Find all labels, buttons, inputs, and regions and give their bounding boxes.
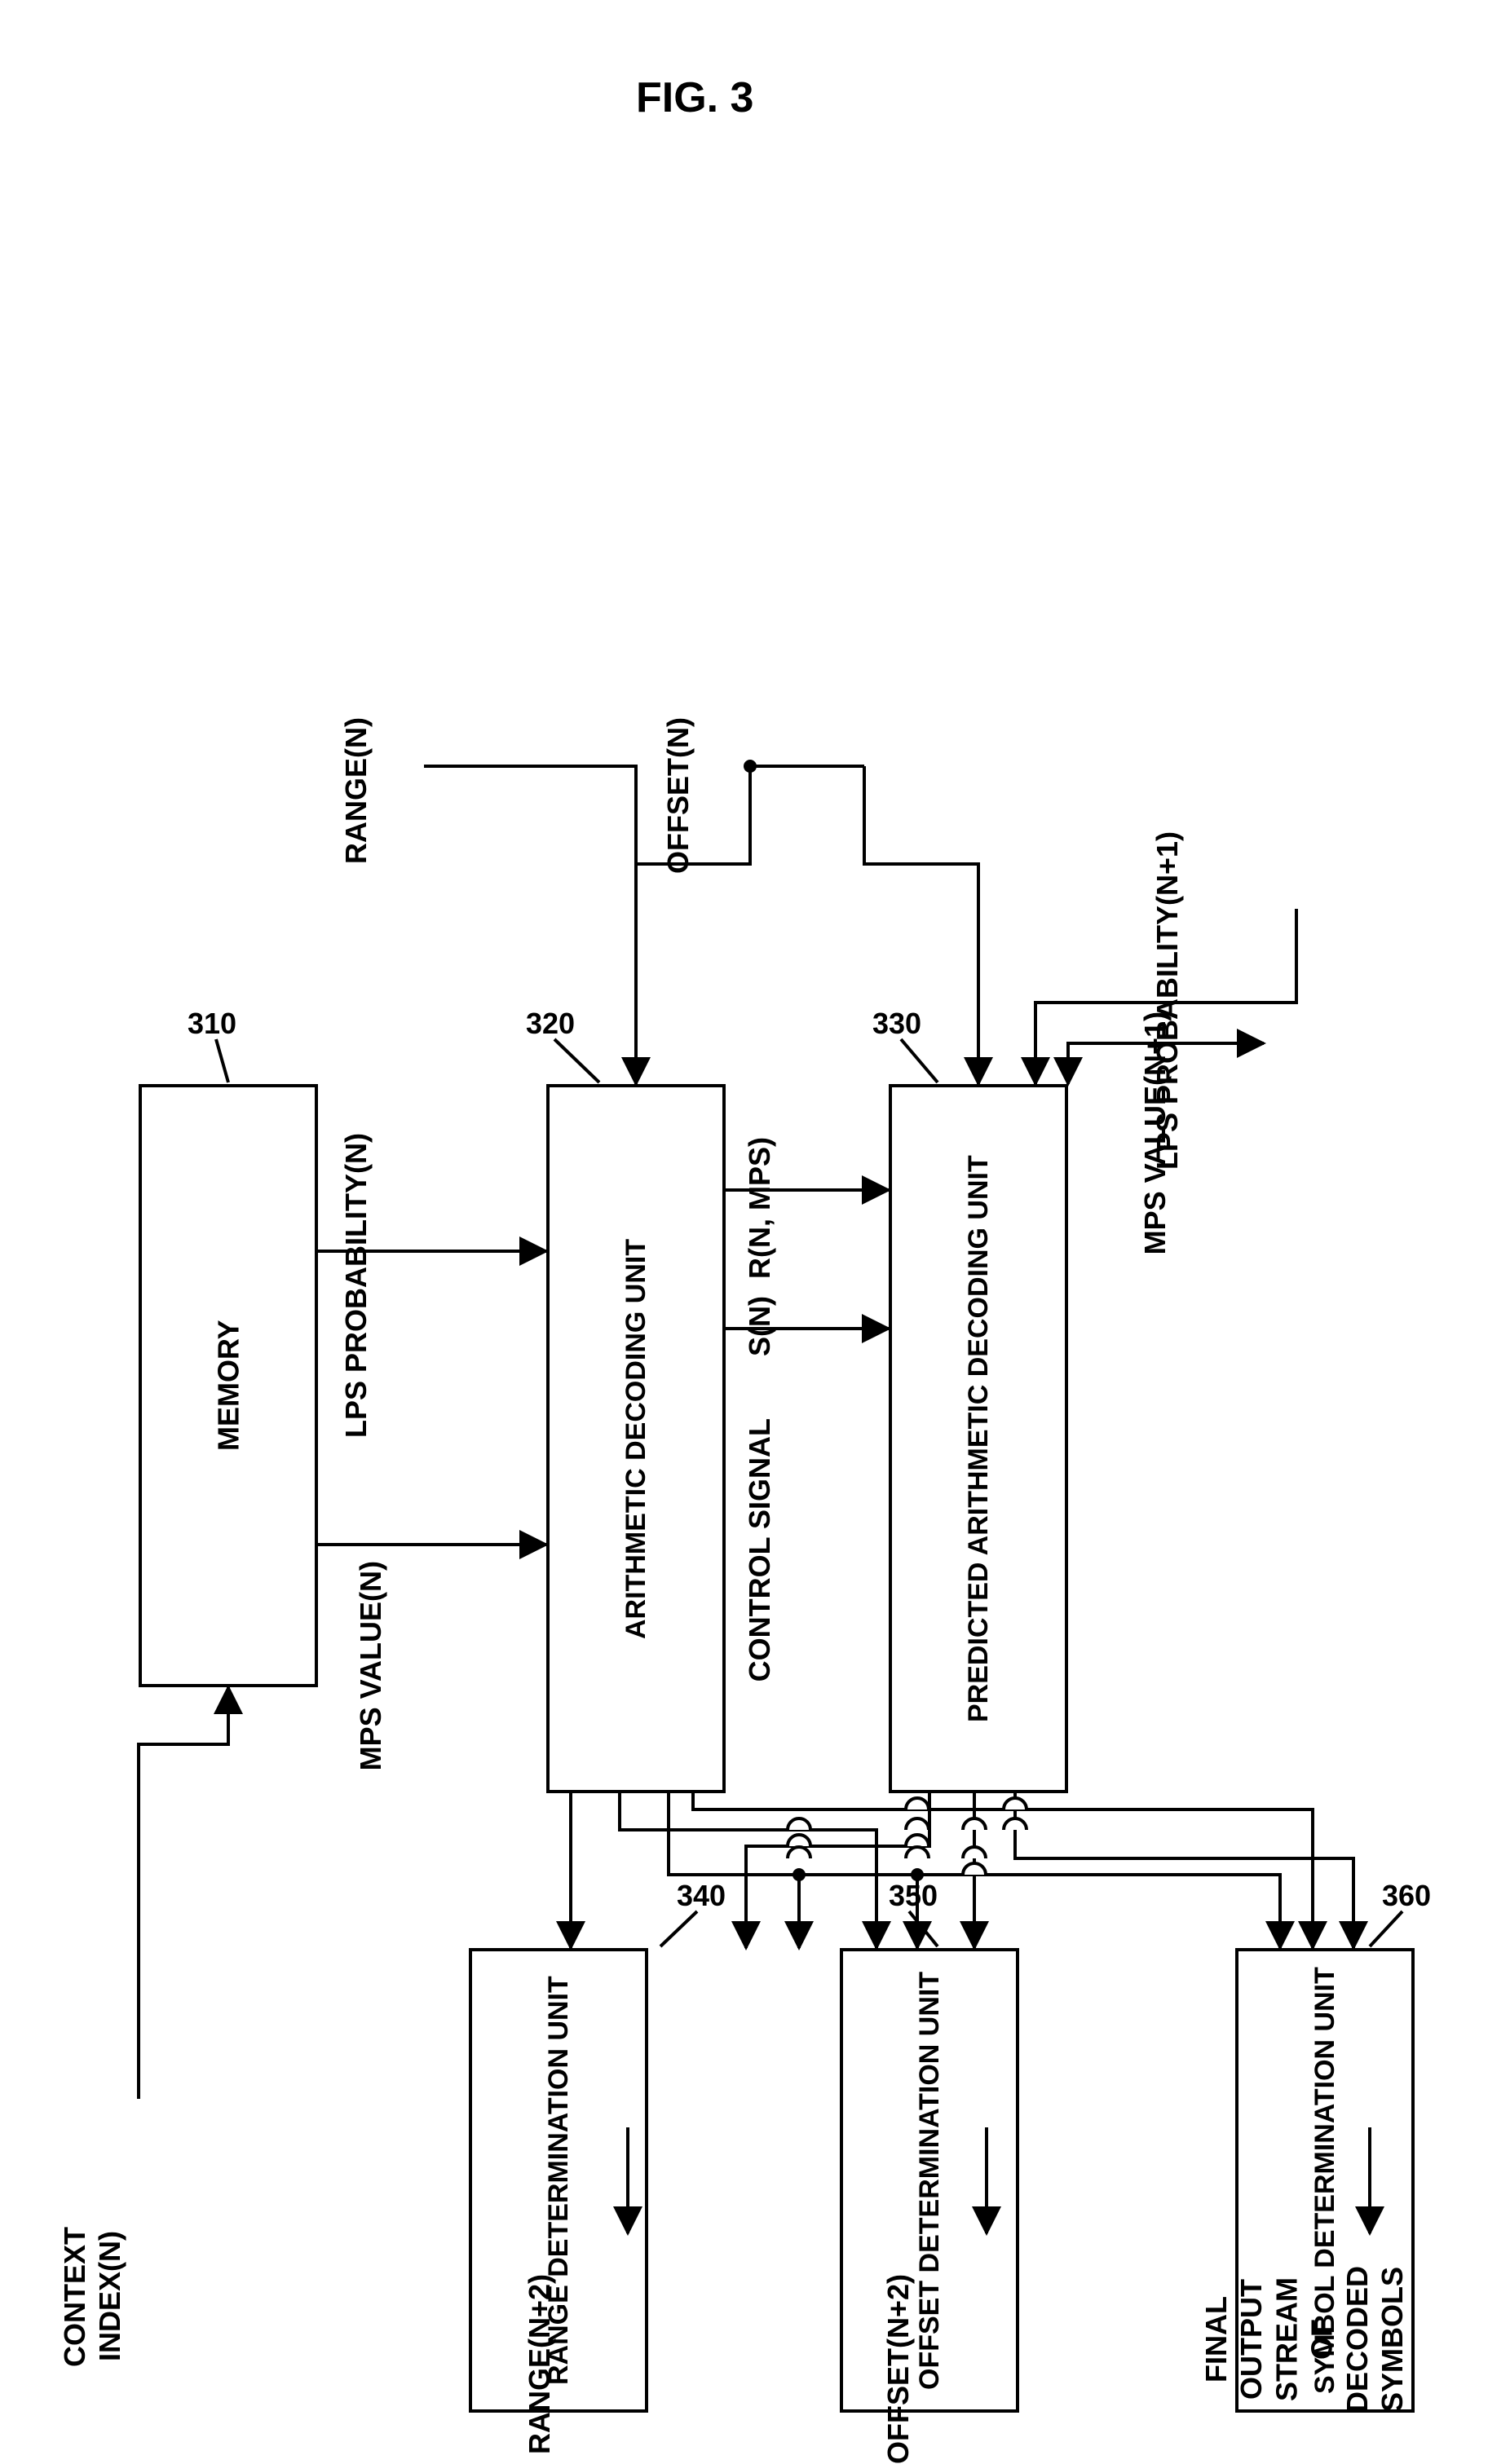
wire-ref320-line (554, 1039, 599, 1082)
padu-ref: 330 (872, 1007, 921, 1041)
wire-adu-s-to-sym (693, 1793, 1313, 1948)
wire-context-to-memory (139, 1687, 228, 2099)
adu-label: ARITHMETIC DECODING UNIT (619, 1238, 654, 1638)
range-det-block: RANGE DETERMINATION UNIT (469, 1948, 648, 2413)
wire-ref350-line (909, 1911, 938, 1946)
range-n-label: RANGE(N) (338, 717, 373, 864)
wire-padu-to-sym (1015, 1793, 1353, 1948)
final-output-label: FINAL OUTPUT STREAM OF DECODED SYMBOLS (1199, 2266, 1410, 2413)
r-n-mps-label: R(N, MPS) (742, 1137, 777, 1279)
offset-det-block: OFFSET DETERMINATION UNIT (840, 1948, 1019, 2413)
diagram-canvas: FIG. 3 MEMORY 310 ARITHMETIC DECODING UN… (16, 16, 1510, 2392)
offset-n2-label: OFFSET(N+2) (881, 2274, 916, 2464)
offset-det-label: OFFSET DETERMINATION UNIT (912, 1971, 947, 2389)
padu-label: PREDICTED ARITHMETIC DECODING UNIT (961, 1155, 996, 1722)
memory-ref: 310 (188, 1007, 236, 1041)
control-signal-label: CONTROL SIGNAL (742, 1418, 777, 1682)
figure-title: FIG. 3 (636, 73, 753, 122)
wire-ref360-line (1370, 1911, 1402, 1946)
memory-label: MEMORY (210, 1320, 247, 1452)
wire-adu-down-b2 (620, 1793, 876, 1948)
offset-n-label: OFFSET(N) (660, 717, 695, 874)
context-index-label: CONTEXT INDEX(N) (57, 2201, 127, 2392)
adu-ref: 320 (526, 1007, 575, 1041)
lps-prob-n-label: LPS PROBABILITY(N) (338, 1133, 373, 1438)
memory-block: MEMORY (139, 1084, 318, 1687)
wire-ref310-line (216, 1039, 228, 1082)
adu-block: ARITHMETIC DECODING UNIT (546, 1084, 726, 1793)
wire-adu-ctrl-to-sym (917, 1875, 1280, 1948)
symbol-ref: 360 (1382, 1879, 1431, 1913)
wire-adu-ctrl-to-off (669, 1793, 917, 1948)
mps-val-n1-label: MPS VALUE(N+1) (1137, 1012, 1172, 1254)
range-ref: 340 (677, 1879, 726, 1913)
padu-block: PREDICTED ARITHMETIC DECODING UNIT (889, 1084, 1068, 1793)
wire-ref340-line (660, 1911, 697, 1946)
wire-ref330-line (901, 1039, 938, 1082)
mps-val-n-label: MPS VALUE(N) (353, 1561, 388, 1770)
wire-padu-to-rng (746, 1793, 929, 1948)
offset-ref: 350 (889, 1879, 938, 1913)
s-n-label: S(N) (742, 1296, 777, 1356)
range-n2-label: RANGE(N+2) (522, 2274, 557, 2454)
